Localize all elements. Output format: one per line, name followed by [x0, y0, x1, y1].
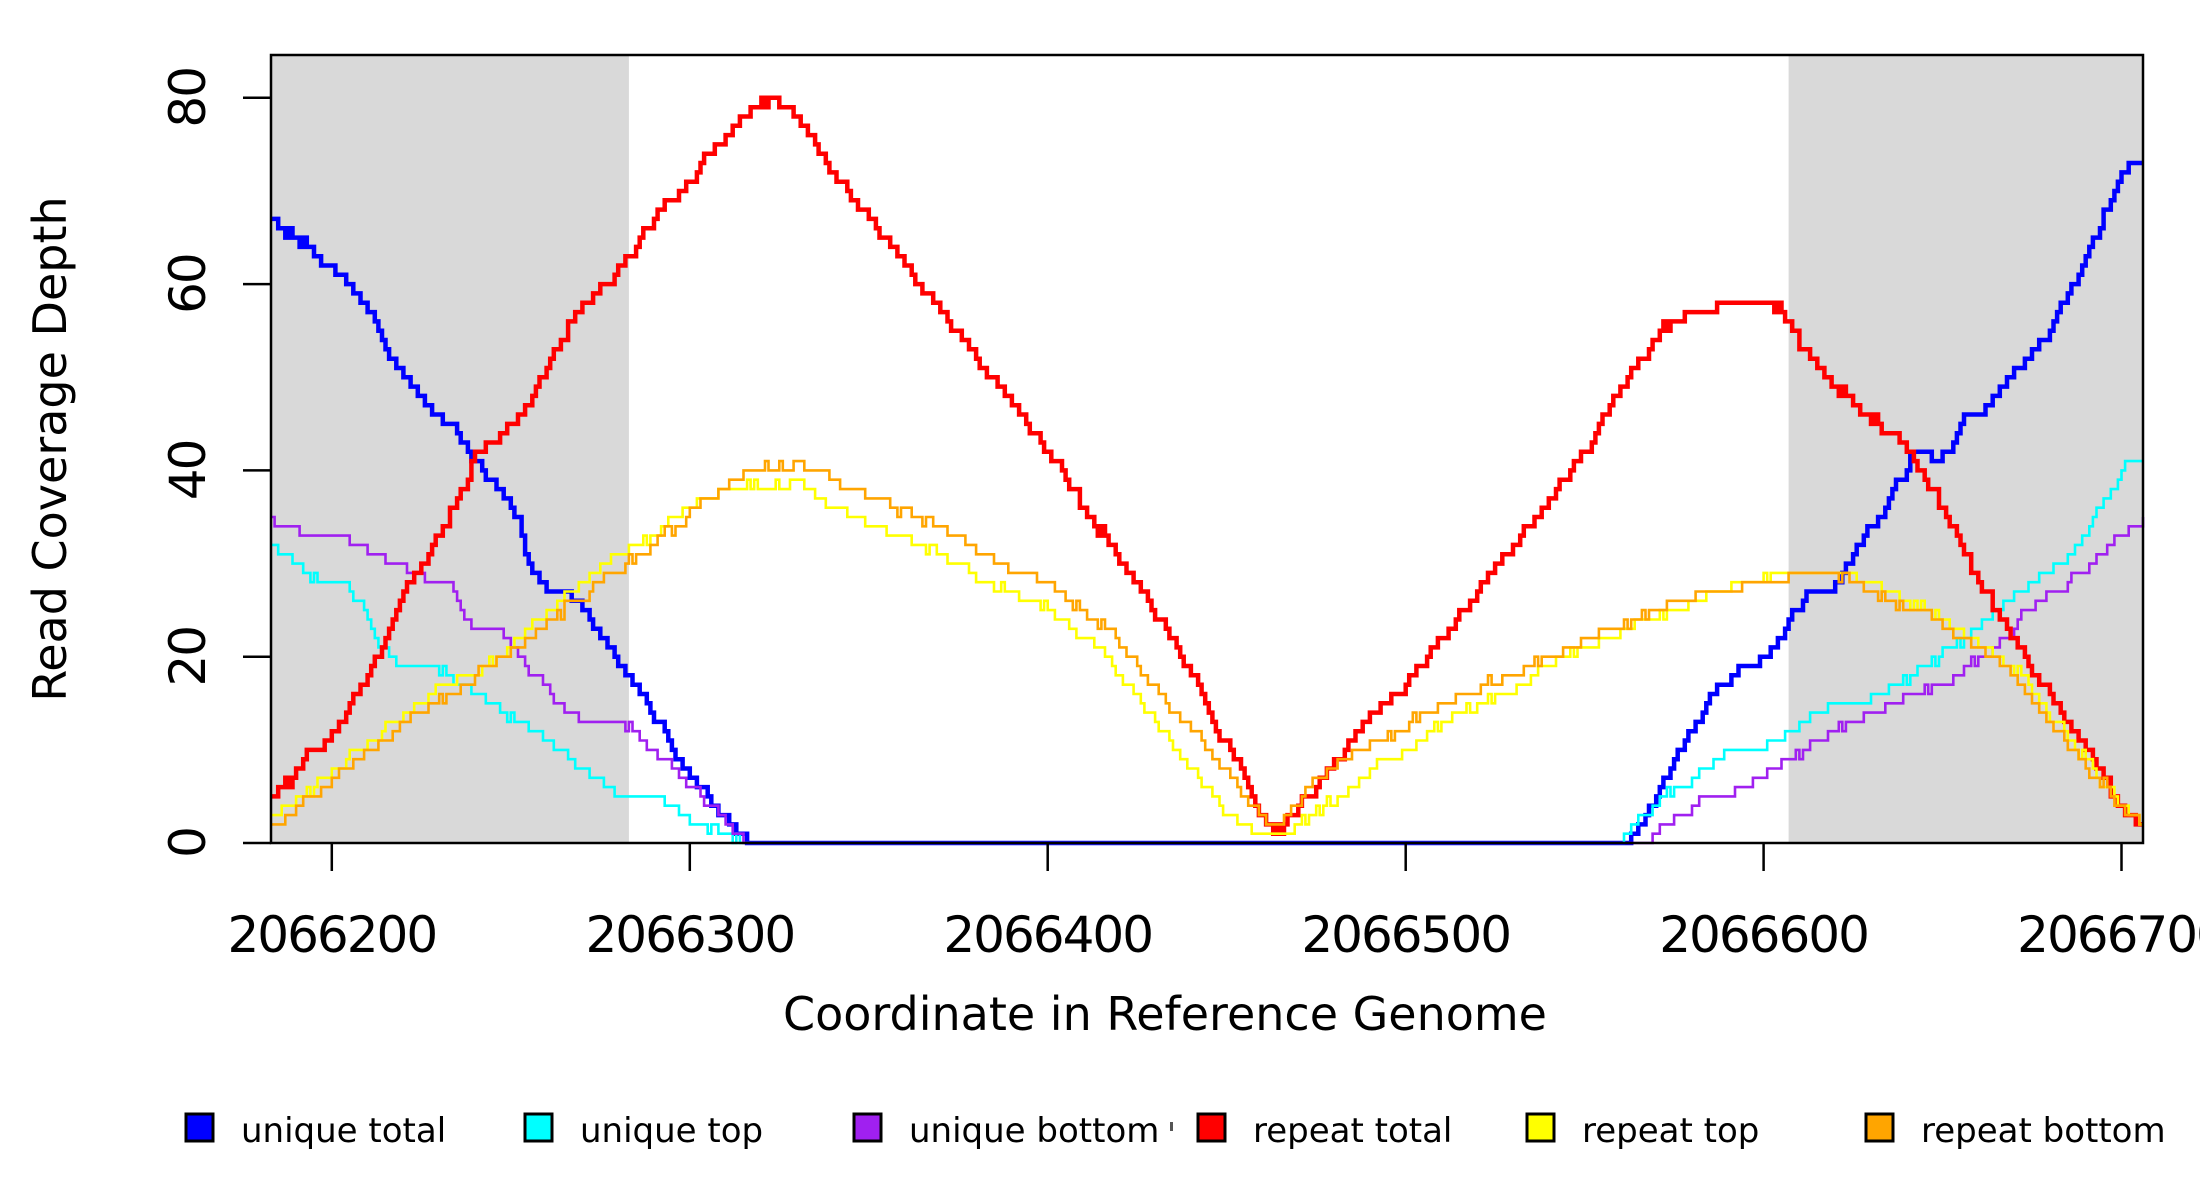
left-gray-region	[271, 55, 629, 843]
series-line-unique-total	[271, 160, 2143, 846]
shaded-regions-layer	[271, 55, 2143, 843]
legend-label-unique-top: unique top	[580, 1111, 763, 1151]
y-tick-label: 80	[159, 68, 217, 128]
x-tick-label: 2066400	[943, 906, 1152, 964]
series-line-unique-top	[271, 459, 2143, 845]
legend-label-unique-bottom: unique bottom	[909, 1111, 1159, 1151]
legend-label-unique-total: unique total	[241, 1111, 446, 1151]
legend-swatch-unique-total	[184, 1112, 215, 1143]
legend-swatch-repeat-bottom	[1864, 1112, 1895, 1143]
x-axis-title: Coordinate in Reference Genome	[783, 987, 1547, 1041]
legend-label-repeat-top: repeat top	[1582, 1111, 1759, 1151]
legend-swatch-repeat-top	[1525, 1112, 1556, 1143]
legend-swatch-repeat-total	[1196, 1112, 1227, 1143]
legend-label-repeat-bottom: repeat bottom	[1921, 1111, 2166, 1151]
x-tick-label: 2066500	[1301, 906, 1510, 964]
x-tick-label: 2066600	[1659, 906, 1868, 964]
stray-mark	[1170, 1122, 1173, 1131]
legend-label-repeat-total: repeat total	[1253, 1111, 1452, 1151]
y-tick-label: 20	[159, 627, 217, 687]
legend-swatch-unique-bottom	[852, 1112, 883, 1143]
legend: unique total unique top unique bottom repea…	[184, 1111, 2166, 1151]
y-tick-label: 60	[159, 254, 217, 314]
axis-ticks-layer: 2066200 2066300 2066400 2066500 2066600 20667…	[159, 68, 2200, 964]
series-lines-layer	[271, 95, 2145, 846]
series-line-unique-bottom	[271, 515, 2145, 845]
right-gray-region	[1788, 55, 2143, 843]
legend-swatch-unique-top	[523, 1112, 554, 1143]
series-line-repeat-total	[271, 95, 2143, 836]
x-tick-label: 2066300	[585, 906, 794, 964]
y-tick-label: 0	[159, 828, 217, 858]
y-axis-title: Read Coverage Depth	[23, 196, 77, 701]
series-line-repeat-bottom	[271, 459, 2143, 826]
plot-frame-layer	[269, 53, 2145, 845]
x-tick-label: 2066200	[227, 906, 436, 964]
y-tick-label: 40	[159, 441, 217, 501]
plot-box	[269, 53, 2145, 845]
